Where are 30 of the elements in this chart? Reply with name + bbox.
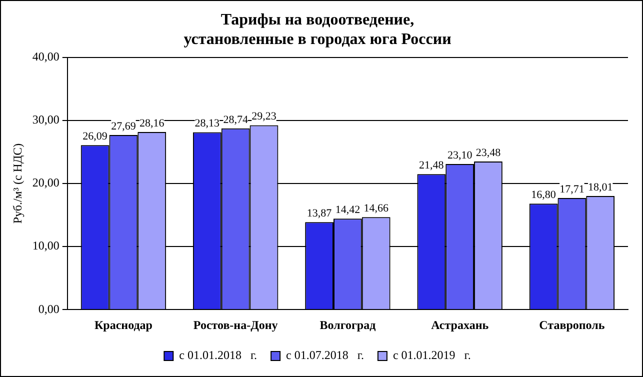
data-label: 27,69 — [111, 120, 136, 132]
y-tick-label: 10,00 — [32, 238, 60, 253]
data-label: 21,48 — [419, 160, 444, 172]
data-label: 28,74 — [223, 114, 248, 126]
chart-title: Тарифы на водоотведение, установленные в городах юга России — [184, 12, 452, 48]
data-label: 23,48 — [476, 146, 502, 159]
y-axis-title: Руб./м³ (с НДС) — [10, 143, 24, 224]
data-label: 14,42 — [335, 204, 360, 216]
x-tick-label: Волгоград — [320, 318, 376, 332]
data-label: 16,80 — [531, 189, 556, 202]
x-tick-label: Ростов-на-Дону — [193, 318, 278, 332]
data-label: 29,23 — [252, 110, 277, 123]
data-label: 14,66 — [364, 202, 389, 215]
y-tick-label: 0,00 — [38, 302, 60, 316]
data-label: 28,13 — [194, 118, 220, 130]
data-label: 28,16 — [139, 117, 165, 130]
x-tick-label: Краснодар — [94, 318, 153, 332]
y-tick-label: 20,00 — [32, 176, 60, 190]
y-tick-label: 30,00 — [32, 112, 60, 127]
data-label: 17,71 — [560, 183, 584, 196]
data-label: 26,09 — [82, 130, 108, 142]
y-tick-label: 40,00 — [32, 50, 60, 64]
legend-label: с 01.07.2018 г. — [286, 348, 364, 362]
data-label: 13,87 — [306, 208, 332, 220]
data-label: 18,01 — [588, 181, 613, 194]
x-tick-label: Ставрополь — [539, 318, 606, 332]
legend-label: с 01.01.2018 г. — [179, 348, 258, 362]
x-tick-label: Астрахань — [431, 318, 490, 332]
data-label: 23,10 — [447, 149, 473, 162]
legend-label: с 01.01.2019 г. — [392, 348, 471, 362]
